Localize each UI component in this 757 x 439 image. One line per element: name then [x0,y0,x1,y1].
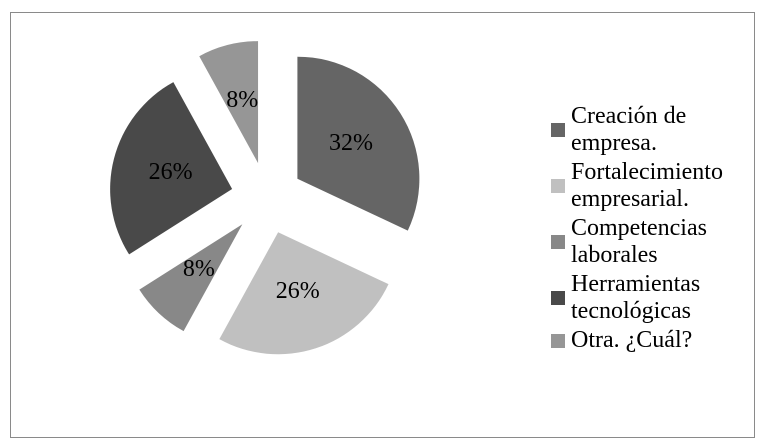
legend-label: Creación de empresa. [571,103,687,156]
legend-swatch [551,179,565,193]
legend-swatch [551,333,565,348]
legend-label: Herramientas tecnológicas [571,271,701,324]
pie-slice [297,56,420,231]
legend: Creación de empresa. Fortalecimiento empr… [551,103,757,356]
slice-data-label: 32% [329,130,373,156]
legend-item: Creación de empresa. [551,103,757,157]
pie-slice [110,82,233,255]
pie-slice [139,224,243,332]
legend-item: Fortalecimiento empresarial. [551,159,757,213]
legend-label: Otra. ¿Cuál? [571,327,693,353]
legend-swatch [551,235,565,249]
slice-data-label: 8% [226,87,258,113]
legend-item: Competencias laborales [551,215,757,269]
legend-label: Competencias laborales [571,215,707,268]
chart-area: 32% 26% 8% 26% 8% Creación de empresa. Fortal… [10,12,755,438]
legend-swatch [551,123,565,137]
legend-item: Herramientas tecnológicas [551,271,757,325]
pie-chart: 32% 26% 8% 26% 8% [110,41,420,355]
pie-slice [219,232,389,355]
slice-data-label: 26% [149,159,193,185]
legend-label: Fortalecimiento empresarial. [571,159,723,212]
legend-swatch [551,291,565,305]
slice-data-label: 8% [183,256,215,282]
legend-item: Otra. ¿Cuál? [551,327,757,354]
pie-slice [199,41,259,164]
slice-data-label: 26% [276,278,320,304]
